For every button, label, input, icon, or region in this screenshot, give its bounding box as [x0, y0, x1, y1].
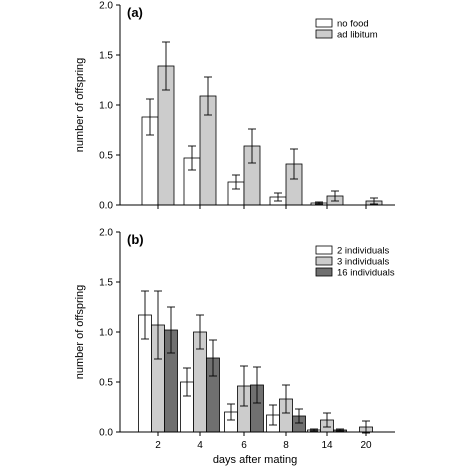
legend-label: no food	[337, 19, 369, 30]
x-tick-label: 20	[360, 440, 372, 451]
x-tick-label: 14	[321, 440, 333, 451]
x-tick-label: 4	[197, 440, 203, 451]
legend-swatch	[315, 256, 333, 266]
y-axis-label: number of offspring	[74, 285, 86, 380]
panel-label: (b)	[127, 232, 144, 247]
legend-label: 3 individuals	[337, 257, 390, 268]
y-tick-label: 1.5	[99, 278, 113, 289]
x-tick-label: 2	[155, 440, 161, 451]
y-tick-label: 0.0	[99, 428, 113, 439]
x-axis-label: days after mating	[213, 454, 297, 466]
panel-a: 0.0 0.5 1.0 1.5 2.0 number of offspring (a) no …	[74, 1, 395, 212]
legend-label: ad libitum	[337, 30, 378, 41]
y-tick-label: 0.5	[99, 151, 113, 162]
legend-swatch	[315, 245, 333, 255]
x-tick-label: 6	[241, 440, 247, 451]
y-tick-label: 1.5	[99, 51, 113, 62]
y-tick-label: 0.0	[99, 201, 113, 212]
legend-swatch	[315, 267, 333, 277]
y-tick-label: 2.0	[99, 228, 113, 239]
y-tick-label: 2.0	[99, 1, 113, 12]
y-tick-label: 0.5	[99, 378, 113, 389]
y-tick-label: 1.0	[99, 101, 113, 112]
legend-swatch	[315, 29, 333, 39]
legend-swatch	[315, 18, 333, 28]
y-axis-label: number of offspring	[74, 58, 86, 153]
x-tick-label: 8	[283, 440, 289, 451]
panel-b: 0.0 0.5 1.0 1.5 2.0 2 4 6 8 14 20 number of offspri…	[74, 228, 395, 451]
legend-label: 16 individuals	[337, 268, 395, 279]
y-tick-label: 1.0	[99, 328, 113, 339]
panel-label: (a)	[127, 5, 143, 20]
legend-label: 2 individuals	[337, 246, 390, 257]
